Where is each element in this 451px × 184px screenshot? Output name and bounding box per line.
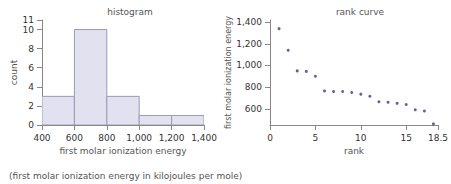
svg-text:first molar ionization energy: first molar ionization energy: [224, 16, 233, 129]
svg-text:15: 15: [400, 133, 411, 143]
svg-text:400: 400: [33, 133, 50, 143]
svg-text:18.5: 18.5: [428, 133, 448, 143]
svg-text:6: 6: [28, 63, 34, 73]
svg-text:800: 800: [245, 82, 262, 92]
svg-text:(first molar ionization energy: (first molar ionization energy in kilojo…: [9, 171, 242, 181]
svg-text:histogram: histogram: [107, 7, 153, 17]
svg-text:10: 10: [23, 25, 35, 35]
svg-text:1,200: 1,200: [159, 133, 185, 143]
svg-text:5: 5: [313, 133, 319, 143]
svg-text:10: 10: [355, 133, 367, 143]
svg-text:1,200: 1,200: [236, 39, 262, 49]
svg-text:first molar ionization energy: first molar ionization energy: [59, 146, 187, 156]
svg-text:1,400: 1,400: [191, 133, 217, 143]
svg-text:4: 4: [28, 82, 34, 92]
svg-text:600: 600: [245, 104, 262, 114]
svg-text:1,000: 1,000: [236, 60, 262, 70]
svg-text:2: 2: [28, 101, 34, 111]
svg-text:600: 600: [66, 133, 83, 143]
svg-text:0: 0: [267, 133, 273, 143]
svg-text:11: 11: [23, 15, 34, 25]
svg-text:rank: rank: [344, 146, 365, 156]
svg-text:800: 800: [98, 133, 115, 143]
svg-text:rank curve: rank curve: [336, 7, 385, 17]
svg-text:0: 0: [28, 120, 34, 130]
svg-text:count: count: [9, 59, 19, 85]
svg-text:1,400: 1,400: [236, 17, 262, 27]
svg-text:8: 8: [28, 44, 34, 54]
svg-text:1,000: 1,000: [126, 133, 152, 143]
